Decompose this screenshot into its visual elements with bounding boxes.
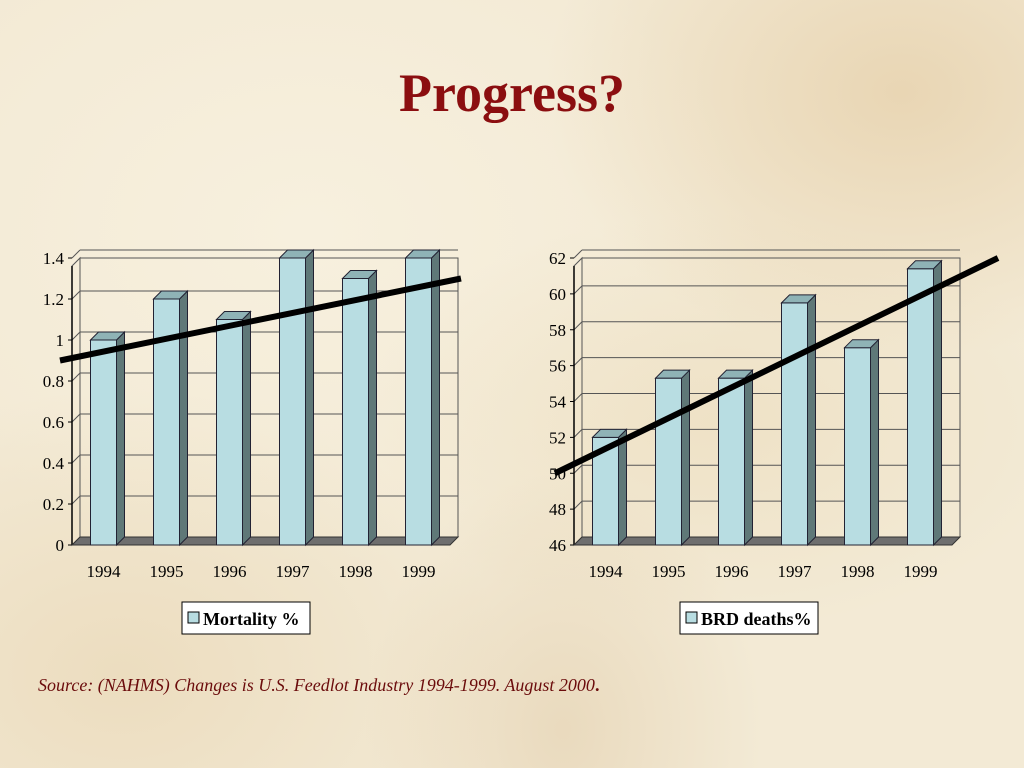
y-tick-label: 48 [549,500,566,519]
y-tick-label: 1.2 [43,290,64,309]
bar [342,278,369,546]
legend-label: BRD deaths% [701,609,812,629]
y-tick-label: 54 [549,393,567,412]
legend-box [181,601,311,635]
x-tick-label: 1994 [87,562,122,581]
source-note: Source: (NAHMS) Changes is U.S. Feedlot … [38,675,599,696]
gridline-side [71,290,81,300]
gridline-side [573,357,583,366]
bar-top [215,311,252,320]
bar-side [618,428,627,547]
y-tick-label: 0.6 [43,413,64,432]
bar [781,302,808,546]
bar-side [744,368,753,547]
bar-top [89,331,126,341]
bar-side [870,338,879,547]
gridline-side [71,372,81,382]
y-tick-label: 58 [549,321,566,340]
gridline-side [573,285,583,295]
x-tick-label: 1996 [213,562,247,581]
bar-top [404,249,441,259]
x-tick-label: 1995 [652,562,686,581]
bar [907,268,934,546]
bar-side [807,293,816,547]
bar-top [906,260,943,270]
bar-side [933,259,942,547]
gridline-side [573,429,583,438]
gridline-side [573,249,583,259]
bar-top [341,270,378,279]
gridline-side [71,249,81,259]
x-tick-label: 1997 [778,562,813,581]
plot-floor [572,536,962,546]
bar-top [654,369,691,379]
y-tick-label: 0.2 [43,495,64,514]
y-tick-label: 62 [549,249,566,268]
bar-top [843,339,880,349]
bar-side [681,368,690,547]
source-text: Source: (NAHMS) Changes is U.S. Feedlot … [38,675,595,695]
legend-box [679,601,819,635]
gridline-side [573,393,583,402]
x-tick-label: 1998 [339,562,373,581]
bar [279,257,306,546]
y-tick-label: 0 [56,536,65,555]
x-tick-label: 1999 [402,562,436,581]
y-tick-label: 0.8 [43,372,64,391]
y-tick-label: 60 [549,285,566,304]
source-end: . [594,675,600,695]
trend-line [59,275,462,364]
y-tick-label: 0.4 [43,454,65,473]
bar-top [780,294,817,304]
plot-back-wall [581,257,961,538]
y-tick-label: 56 [549,357,566,376]
bar-top [591,428,628,438]
trend-line [553,255,1000,476]
bar [90,339,117,546]
gridline-side [71,454,81,464]
y-tick-label: 1.4 [43,249,65,268]
bar [655,377,682,546]
x-tick-label: 1995 [150,562,184,581]
legend-swatch [685,611,698,624]
x-tick-label: 1997 [276,562,311,581]
x-tick-label: 1996 [715,562,749,581]
bar [718,377,745,546]
gridline-side [71,413,81,423]
bar-top [717,369,754,379]
y-tick-label: 46 [549,536,566,555]
bar [844,347,871,546]
x-tick-label: 1999 [904,562,938,581]
y-tick-label: 1 [56,331,65,350]
gridline-side [573,500,583,510]
gridline-side [71,331,81,341]
gridline-side [71,495,81,505]
x-tick-label: 1994 [589,562,624,581]
gridline-side [573,464,583,474]
bar-top [152,290,189,300]
legend-swatch [187,611,200,624]
y-tick-label: 52 [549,428,566,447]
gridline-side [573,321,583,331]
bar-top [278,249,315,259]
x-tick-label: 1998 [841,562,875,581]
legend-label: Mortality % [203,609,299,629]
slide-title: Progress? [399,63,625,123]
